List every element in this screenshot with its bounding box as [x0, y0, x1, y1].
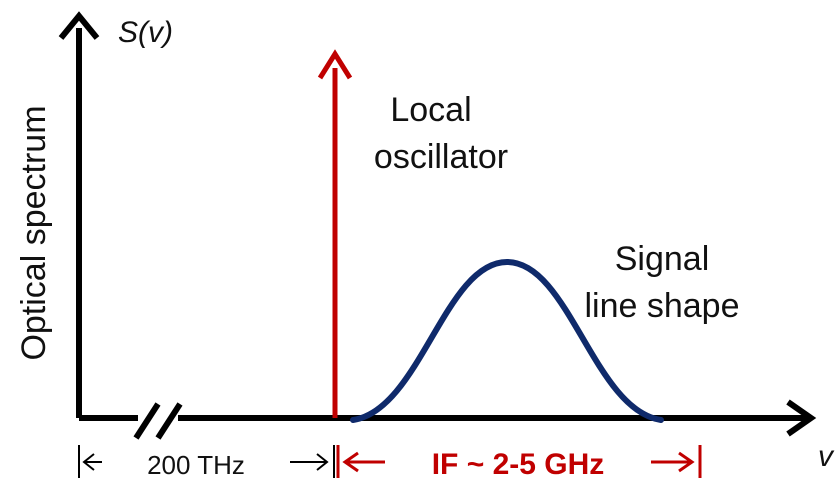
axis-break-mark: [133, 402, 183, 440]
y-axis-arrowhead: [58, 11, 100, 40]
if-span: [336, 445, 702, 478]
offset-span: [78, 445, 335, 478]
local-oscillator-label-line1: Local: [390, 91, 471, 129]
offset-span-label: 200 THz: [147, 450, 245, 478]
signal-label-line2: line shape: [584, 287, 739, 325]
signal-line-shape: [350, 258, 664, 423]
x-axis-arrowhead: [786, 399, 817, 437]
y-axis-symbol: S(v): [118, 16, 173, 49]
y-axis-label: Optical spectrum: [15, 105, 53, 360]
local-oscillator-arrowhead: [317, 49, 353, 80]
local-oscillator-label-line2: oscillator: [374, 138, 508, 176]
if-span-label: IF ~ 2-5 GHz: [432, 448, 605, 478]
x-axis-symbol: v: [818, 440, 835, 473]
signal-label-line1: Signal: [615, 240, 710, 278]
